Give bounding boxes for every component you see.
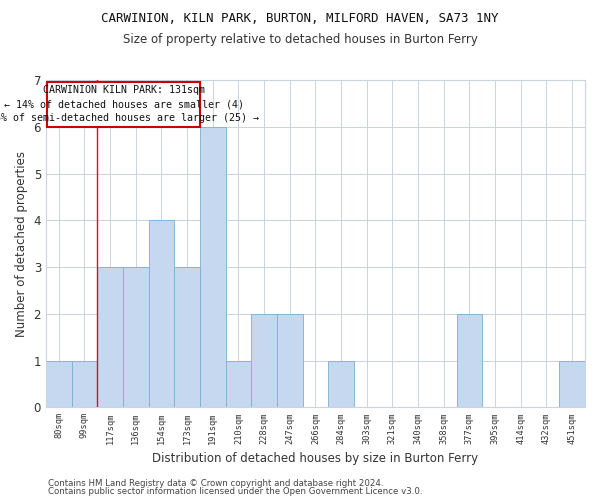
Bar xyxy=(251,314,277,408)
Bar xyxy=(328,360,354,408)
Bar xyxy=(174,267,200,408)
Bar xyxy=(226,360,251,408)
Text: ← 14% of detached houses are smaller (4): ← 14% of detached houses are smaller (4) xyxy=(4,99,244,109)
Text: Contains public sector information licensed under the Open Government Licence v3: Contains public sector information licen… xyxy=(48,487,422,496)
Bar xyxy=(123,267,149,408)
Bar xyxy=(200,127,226,408)
Bar xyxy=(46,360,71,408)
Text: CARWINION, KILN PARK, BURTON, MILFORD HAVEN, SA73 1NY: CARWINION, KILN PARK, BURTON, MILFORD HA… xyxy=(101,12,499,26)
Bar xyxy=(71,360,97,408)
Bar xyxy=(149,220,174,408)
Bar xyxy=(277,314,302,408)
Text: CARWINION KILN PARK: 131sqm: CARWINION KILN PARK: 131sqm xyxy=(43,84,205,94)
Text: Size of property relative to detached houses in Burton Ferry: Size of property relative to detached ho… xyxy=(122,32,478,46)
Y-axis label: Number of detached properties: Number of detached properties xyxy=(15,150,28,336)
X-axis label: Distribution of detached houses by size in Burton Ferry: Distribution of detached houses by size … xyxy=(152,452,479,465)
Bar xyxy=(457,314,482,408)
Text: 86% of semi-detached houses are larger (25) →: 86% of semi-detached houses are larger (… xyxy=(0,112,259,122)
Bar xyxy=(97,267,123,408)
FancyBboxPatch shape xyxy=(47,82,200,127)
Text: Contains HM Land Registry data © Crown copyright and database right 2024.: Contains HM Land Registry data © Crown c… xyxy=(48,478,383,488)
Bar xyxy=(559,360,585,408)
